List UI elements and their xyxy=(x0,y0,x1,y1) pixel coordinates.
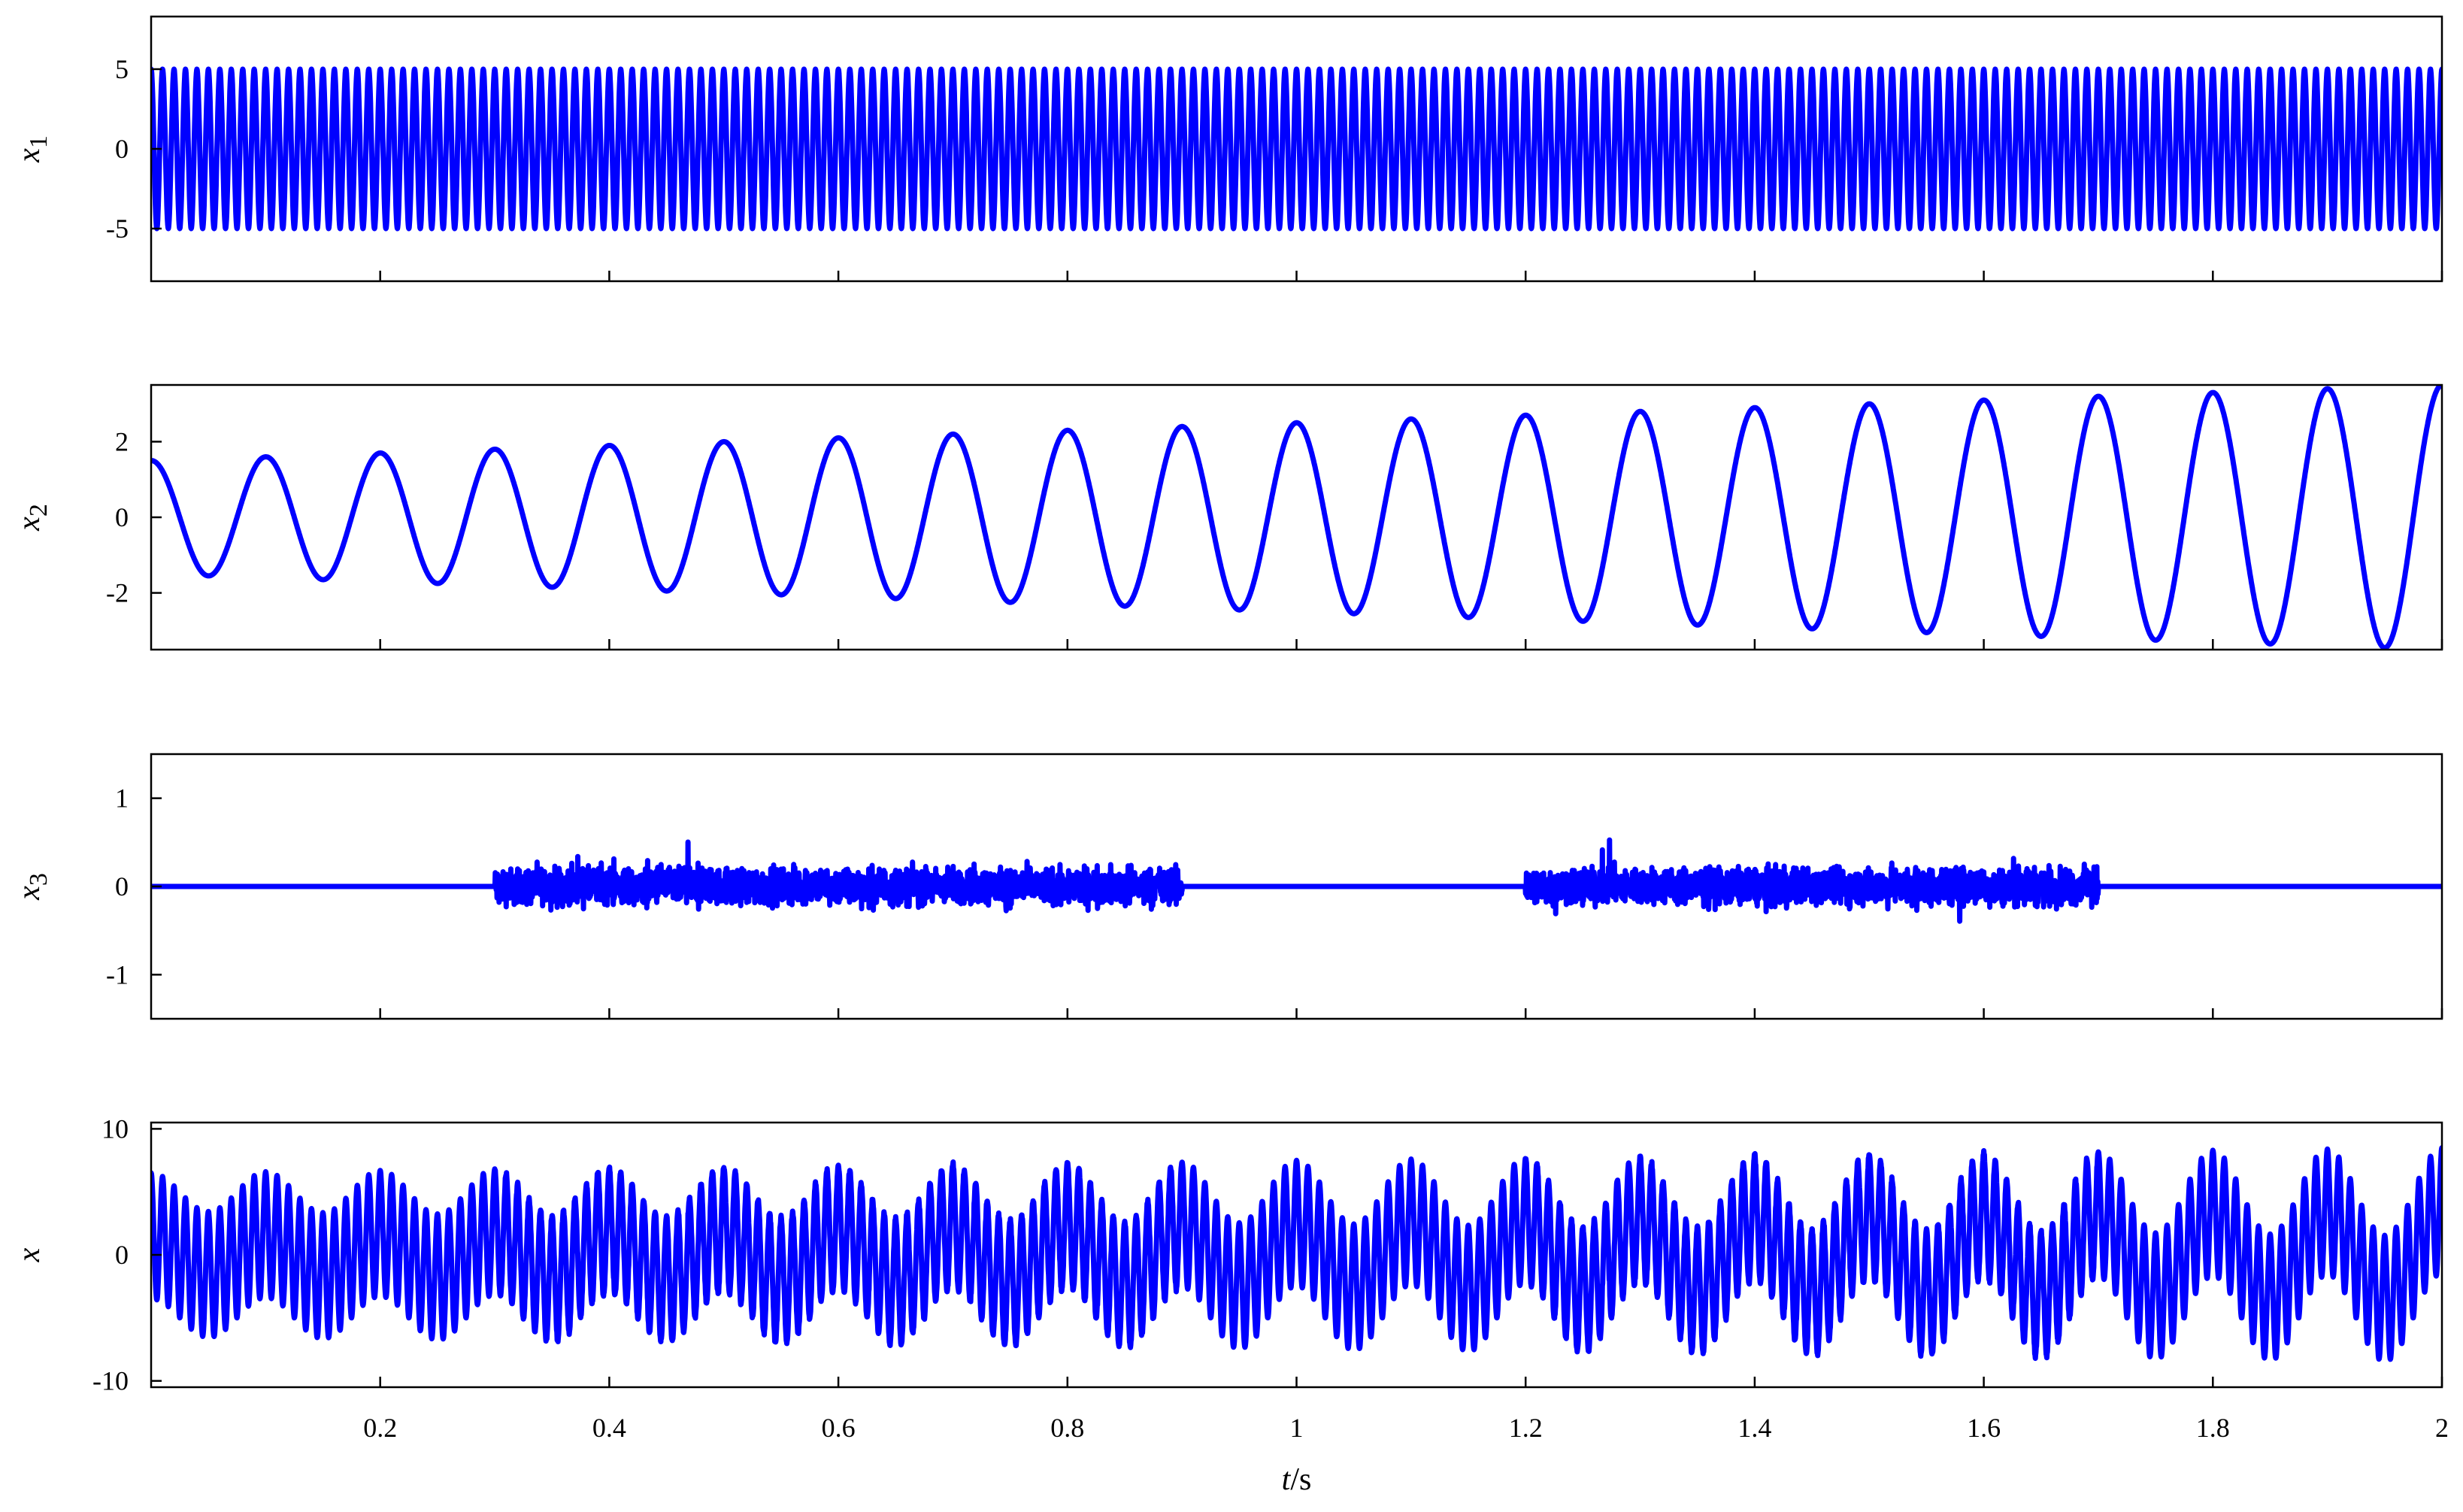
y-axis-label: x xyxy=(12,1247,47,1262)
x-tick-label: 1.6 xyxy=(1967,1413,2001,1443)
y-tick-label: -5 xyxy=(106,214,129,244)
y-axis-label-subscript: 1 xyxy=(25,135,53,148)
y-tick-label: 1 xyxy=(115,783,129,814)
x-tick-label: 1.4 xyxy=(1737,1413,1771,1443)
y-tick-label: 5 xyxy=(115,54,129,84)
x-tick-label: 1.8 xyxy=(2196,1413,2230,1443)
y-tick-label: 0 xyxy=(115,1240,129,1270)
y-tick-label: 0 xyxy=(115,871,129,901)
subplot-1: -5 0 5 x1 xyxy=(12,15,2443,283)
y-tick-label: -10 xyxy=(92,1366,129,1396)
y-axis-label: x3 xyxy=(12,873,53,901)
subplot-4: -10 0 10 x xyxy=(12,1114,2443,1396)
x-tick-label: 0.6 xyxy=(822,1413,856,1443)
y-tick-label: 2 xyxy=(115,426,129,456)
series-line xyxy=(151,1145,2442,1362)
x-axis-label: t/s xyxy=(1282,1462,1312,1497)
x-tick-label: 2 xyxy=(2435,1413,2449,1443)
series-line xyxy=(151,837,2442,924)
plot-frame xyxy=(150,15,2443,283)
x-tick-label: 1.2 xyxy=(1509,1413,1543,1443)
x-tick-label: 1 xyxy=(1290,1413,1304,1443)
subplot-3: -1 0 1 x3 xyxy=(12,753,2443,1020)
y-axis-label-subscript: 2 xyxy=(25,504,53,517)
y-tick-label: -2 xyxy=(106,578,129,608)
y-tick-label: 10 xyxy=(101,1114,129,1144)
y-tick-label: 0 xyxy=(115,134,129,164)
y-axis-label: x2 xyxy=(12,504,53,532)
series-line xyxy=(151,66,2442,232)
y-axis-label: x1 xyxy=(12,135,53,163)
y-tick-label: 0 xyxy=(115,502,129,532)
x-tick-label: 0.4 xyxy=(592,1413,626,1443)
y-axis-label-subscript: 3 xyxy=(25,873,53,886)
x-axis: 0.2 0.4 0.6 0.8 1 1.2 1.4 1.6 1.8 2 t/s xyxy=(363,1413,2449,1497)
x-tick-label: 0.8 xyxy=(1050,1413,1084,1443)
y-tick-label: -1 xyxy=(106,959,129,989)
x-tick-label: 0.2 xyxy=(363,1413,397,1443)
series-line xyxy=(151,385,2442,650)
